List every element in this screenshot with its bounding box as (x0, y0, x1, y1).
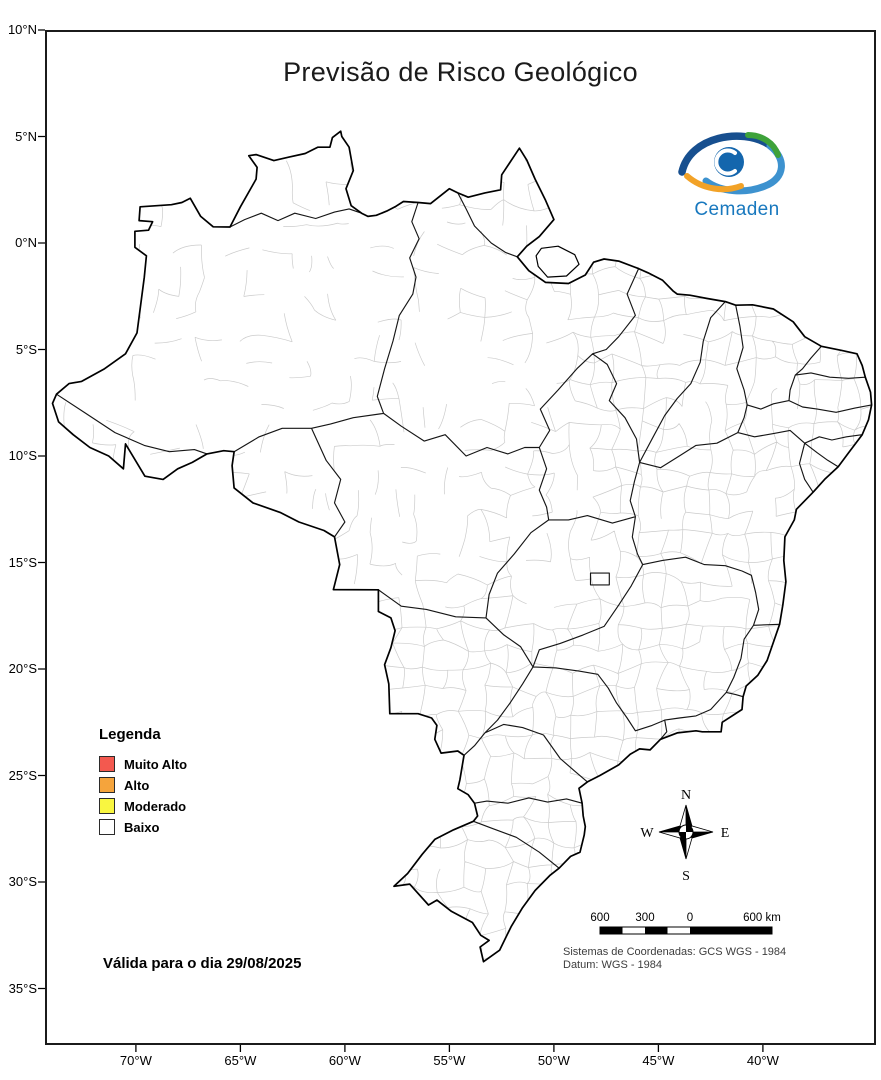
legend-item-label: Alto (124, 777, 150, 793)
axis-ticks (38, 29, 764, 1052)
latitude-label: 20°S (8, 661, 37, 676)
marajo-island-outline (535, 245, 580, 278)
page-title: Previsão de Risco Geológico (283, 57, 638, 87)
latitude-label: 10°S (8, 448, 37, 463)
legend-item-label: Baixo (124, 819, 160, 835)
legend-swatch (99, 798, 115, 814)
legend-items: Muito Alto Alto Moderado Baixo (99, 756, 187, 835)
legend-item: Moderado (99, 798, 187, 814)
scale-bar-label: 600 km (743, 912, 781, 924)
crs-line1: Sistemas de Coordenadas: GCS WGS - 1984 (563, 946, 786, 958)
longitude-label: 45°W (642, 1053, 675, 1068)
longitude-label: 60°W (328, 1053, 361, 1068)
longitude-label: 70°W (119, 1053, 152, 1068)
compass-east-label: E (721, 826, 730, 841)
legend-item: Alto (99, 777, 187, 793)
crs-line2: Datum: WGS - 1984 (563, 959, 662, 971)
legend-item-label: Muito Alto (124, 756, 188, 772)
compass-west-label: W (640, 826, 654, 841)
legend: Legenda Muito Alto Alto Moderado Baixo (99, 726, 187, 840)
latitude-label: 35°S (8, 980, 37, 996)
brazil-outline (51, 130, 873, 963)
latitude-label: 25°S (8, 767, 37, 783)
longitude-label: 55°W (433, 1053, 466, 1068)
scale-bar-label: 600 (590, 912, 609, 924)
latitude-label: 10°N (7, 22, 37, 37)
scale-bar-label: 300 (635, 912, 654, 924)
longitude-label: 40°W (746, 1053, 779, 1068)
compass-north-label: N (681, 788, 691, 803)
legend-swatch (99, 777, 115, 793)
latitude-label: 30°S (8, 874, 37, 889)
scale-bar-label: 0 (687, 912, 693, 924)
scale-bar: 600 300 0 600 km (590, 912, 781, 935)
cemaden-wordmark: Cemaden (694, 199, 780, 220)
map-frame (45, 30, 876, 1045)
legend-swatch (99, 819, 115, 835)
latitude-label: 5°N (15, 128, 37, 144)
legend-heading: Legenda (99, 726, 161, 743)
latitude-label: 5°S (15, 341, 37, 357)
compass-rose: N S E W (640, 788, 729, 884)
latitude-label: 15°S (8, 554, 37, 570)
legend-swatch (99, 756, 115, 772)
compass-south-label: S (682, 869, 690, 884)
legend-item: Muito Alto (99, 756, 187, 772)
latitude-label: 0°N (15, 235, 37, 250)
legend-item-label: Moderado (124, 798, 187, 814)
cemaden-logo-icon (678, 132, 785, 195)
longitude-label: 50°W (537, 1053, 570, 1068)
validity-note: Válida para o dia 29/08/2025 (103, 955, 302, 972)
state-boundaries-layer (55, 192, 872, 869)
legend-item: Baixo (99, 819, 187, 835)
cemaden-logo: Cemaden (662, 120, 812, 221)
longitude-label: 65°W (224, 1053, 257, 1068)
